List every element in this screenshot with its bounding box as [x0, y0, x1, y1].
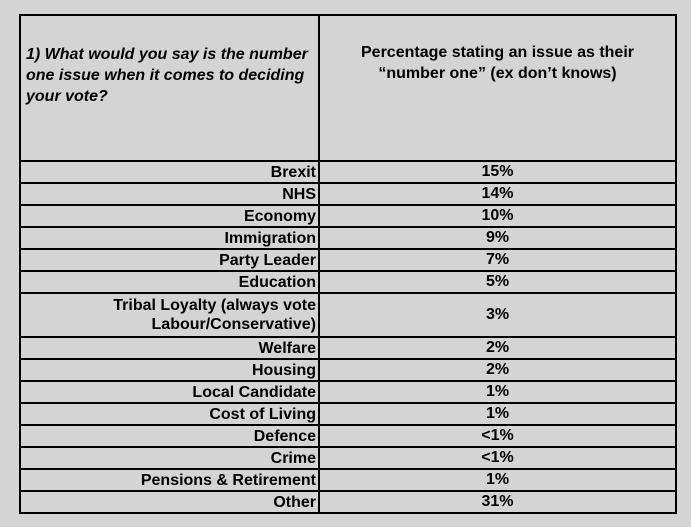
issue-label: Brexit	[19, 160, 320, 184]
question-cell: 1) What would you say is the number one …	[19, 14, 320, 162]
percentage-value: 2%	[318, 358, 677, 382]
table-row: Defence <1%	[19, 424, 677, 448]
table-row: Housing 2%	[19, 358, 677, 382]
issue-label: Welfare	[19, 336, 320, 360]
table-row: Party Leader 7%	[19, 248, 677, 272]
table-row: Other 31%	[19, 490, 677, 514]
table-row: Cost of Living 1%	[19, 402, 677, 426]
survey-table-body: 1) What would you say is the number one …	[19, 14, 677, 514]
percentage-value: <1%	[318, 424, 677, 448]
percentage-value: 1%	[318, 402, 677, 426]
table-row: Welfare 2%	[19, 336, 677, 360]
table-row: Brexit 15%	[19, 160, 677, 184]
percentage-value: 1%	[318, 468, 677, 492]
percentage-value: 15%	[318, 160, 677, 184]
issue-label: Other	[19, 490, 320, 514]
percentage-value: 5%	[318, 270, 677, 294]
issue-label: Defence	[19, 424, 320, 448]
issue-label: NHS	[19, 182, 320, 206]
table-row: Local Candidate 1%	[19, 380, 677, 404]
issue-label: Education	[19, 270, 320, 294]
issue-label: Local Candidate	[19, 380, 320, 404]
column-heading-cell: Percentage stating an issue as their “nu…	[318, 14, 677, 162]
issue-label: Crime	[19, 446, 320, 470]
percentage-value: 7%	[318, 248, 677, 272]
issue-label: Housing	[19, 358, 320, 382]
table-row: Pensions & Retirement 1%	[19, 468, 677, 492]
percentage-value: 2%	[318, 336, 677, 360]
issue-label: Cost of Living	[19, 402, 320, 426]
percentage-value: 1%	[318, 380, 677, 404]
issue-label: Economy	[19, 204, 320, 228]
issue-label: Immigration	[19, 226, 320, 250]
percentage-value: 9%	[318, 226, 677, 250]
percentage-value: 14%	[318, 182, 677, 206]
percentage-value: 31%	[318, 490, 677, 514]
percentage-value: 10%	[318, 204, 677, 228]
percentage-value: <1%	[318, 446, 677, 470]
table-row: Economy 10%	[19, 204, 677, 228]
table-row: NHS 14%	[19, 182, 677, 206]
table-row: Tribal Loyalty (always vote Labour/Conse…	[19, 292, 677, 338]
table-row: Crime <1%	[19, 446, 677, 470]
table-row: Education 5%	[19, 270, 677, 294]
percentage-value: 3%	[318, 292, 677, 338]
issue-label: Tribal Loyalty (always vote Labour/Conse…	[19, 292, 320, 338]
issue-label: Pensions & Retirement	[19, 468, 320, 492]
table-row: Immigration 9%	[19, 226, 677, 250]
survey-table: 1) What would you say is the number one …	[19, 14, 677, 514]
header-row: 1) What would you say is the number one …	[19, 14, 677, 162]
issue-label: Party Leader	[19, 248, 320, 272]
